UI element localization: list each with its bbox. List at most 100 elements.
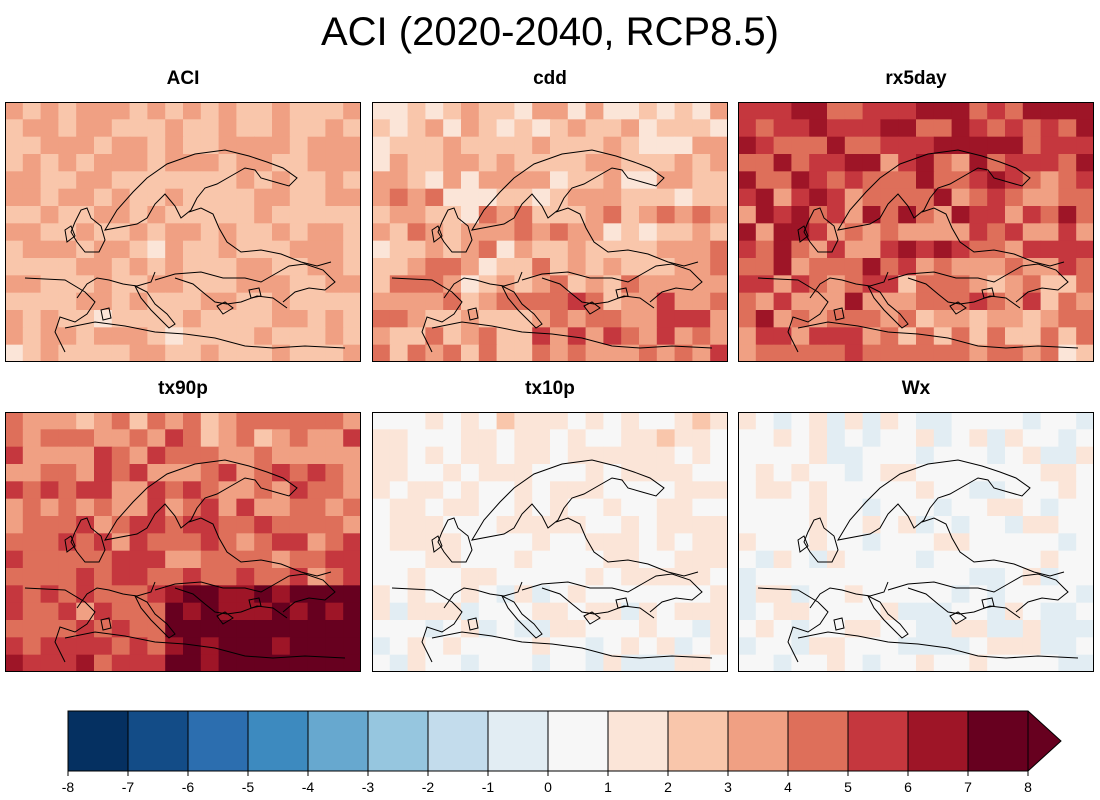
- grid-cell: [147, 292, 166, 311]
- grid-cell: [389, 602, 409, 621]
- coastline-path: [431, 631, 713, 659]
- grid-cell: [710, 310, 728, 328]
- grid-cell: [58, 602, 77, 621]
- grid-cell: [461, 481, 480, 500]
- grid-cell: [1058, 275, 1077, 294]
- grid-cell: [933, 550, 953, 569]
- grid-cell: [639, 102, 658, 120]
- grid-cell: [236, 327, 255, 346]
- grid-cell: [218, 188, 237, 207]
- grid-cell: [425, 637, 444, 656]
- grid-cell: [585, 464, 604, 482]
- grid-cell: [461, 292, 480, 311]
- grid-cell: [692, 206, 711, 224]
- grid-cell: [183, 154, 202, 172]
- grid-cell: [22, 327, 42, 346]
- grid-cell: [933, 258, 953, 276]
- grid-cell: [307, 585, 326, 604]
- grid-cell: [656, 310, 676, 328]
- grid-cell: [343, 240, 361, 259]
- grid-cell: [5, 464, 24, 482]
- grid-cell: [585, 188, 604, 207]
- grid-cell: [461, 136, 480, 155]
- grid-cell: [916, 620, 935, 638]
- grid-cell: [550, 310, 569, 328]
- grid-cell: [343, 119, 361, 138]
- grid-cell: [916, 446, 935, 465]
- grid-cell: [165, 102, 184, 120]
- grid-cell: [1076, 498, 1094, 517]
- grid-cell: [1022, 240, 1042, 259]
- grid-cell: [755, 154, 775, 172]
- grid-cell: [755, 292, 775, 311]
- grid-cell: [514, 102, 533, 120]
- grid-cell: [5, 481, 24, 500]
- grid-cell: [933, 429, 953, 448]
- grid-cell: [407, 481, 426, 500]
- grid-cell: [218, 464, 237, 482]
- grid-cell: [585, 654, 604, 672]
- grid-cell: [603, 481, 622, 500]
- grid-cell: [407, 275, 426, 294]
- grid-cell: [773, 206, 792, 224]
- grid-cell: [567, 102, 587, 120]
- coastline-path: [809, 271, 889, 299]
- grid-cell: [218, 154, 237, 172]
- grid-cell: [129, 292, 148, 311]
- grid-cell: [773, 412, 792, 430]
- grid-cell: [809, 568, 828, 586]
- grid-cell: [307, 654, 326, 672]
- grid-cell: [236, 344, 255, 362]
- grid-cell: [129, 154, 148, 172]
- grid-cell: [94, 516, 113, 534]
- grid-cell: [272, 327, 291, 346]
- grid-cell: [254, 223, 273, 242]
- grid-cell: [585, 119, 604, 138]
- grid-cell: [478, 429, 498, 448]
- grid-cell: [289, 119, 309, 138]
- grid-cell: [76, 568, 95, 586]
- grid-cell: [1040, 585, 1059, 604]
- grid-cell: [710, 516, 728, 534]
- grid-cell: [22, 344, 42, 362]
- grid-cell: [254, 620, 273, 638]
- grid-cell: [692, 119, 711, 138]
- grid-cell: [773, 481, 792, 500]
- coastline-path: [615, 287, 629, 299]
- grid-cell: [987, 188, 1006, 207]
- grid-cell: [1040, 310, 1059, 328]
- grid-cell: [58, 464, 77, 482]
- grid-cell: [809, 171, 828, 190]
- grid-cell: [969, 620, 988, 638]
- grid-cell: [1022, 654, 1042, 672]
- grid-cell: [443, 136, 462, 155]
- grid-cell: [933, 602, 953, 621]
- grid-cell: [674, 188, 693, 207]
- grid-cell: [916, 292, 935, 311]
- grid-cell: [862, 102, 881, 120]
- grid-cell: [898, 464, 917, 482]
- grid-cell: [969, 119, 988, 138]
- grid-cell: [40, 550, 59, 569]
- grid-cell: [272, 533, 291, 552]
- grid-cell: [372, 223, 391, 242]
- grid-cell: [514, 533, 533, 552]
- aci-map: [5, 102, 361, 362]
- grid-cell: [969, 310, 988, 328]
- grid-cell: [674, 327, 693, 346]
- grid-cell: [461, 344, 480, 362]
- grid-cell: [40, 481, 59, 500]
- grid-cell: [111, 258, 131, 276]
- grid-cell: [844, 568, 864, 586]
- grid-cell: [755, 136, 775, 155]
- grid-cell: [514, 292, 533, 311]
- grid-cell: [496, 446, 515, 465]
- grid-cell: [621, 516, 640, 534]
- grid-cell: [532, 412, 551, 430]
- grid-cell: [532, 188, 551, 207]
- grid-cell: [844, 446, 864, 465]
- grid-cell: [514, 327, 533, 346]
- grid-cell: [22, 258, 42, 276]
- coastline-path: [555, 517, 699, 577]
- grid-cell: [425, 620, 444, 638]
